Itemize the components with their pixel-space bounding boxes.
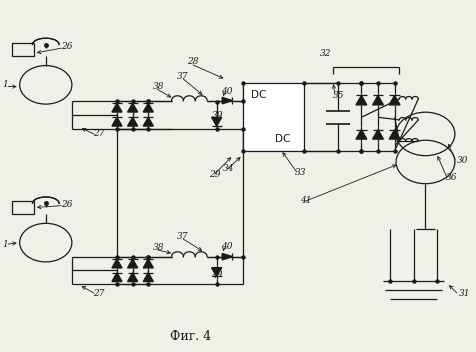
Bar (11, 201, 34, 214)
Polygon shape (128, 117, 138, 126)
Polygon shape (128, 259, 138, 268)
Polygon shape (112, 117, 122, 126)
Polygon shape (143, 103, 153, 112)
Polygon shape (222, 98, 232, 104)
Text: 39: 39 (212, 270, 224, 279)
Polygon shape (212, 117, 222, 126)
Polygon shape (143, 273, 153, 282)
Bar (11, 43, 34, 56)
Text: 39: 39 (212, 111, 224, 120)
Text: 32: 32 (319, 49, 331, 58)
Text: 41: 41 (300, 196, 311, 205)
Text: 34: 34 (223, 164, 234, 174)
Text: 36: 36 (446, 173, 457, 182)
Text: 29: 29 (209, 170, 221, 179)
Text: 38: 38 (153, 243, 164, 252)
Text: 26: 26 (61, 200, 72, 208)
Polygon shape (356, 130, 367, 139)
Polygon shape (373, 95, 384, 105)
Text: 1: 1 (2, 240, 8, 249)
Text: DC: DC (251, 90, 267, 100)
Bar (243, 83, 305, 151)
Text: 27: 27 (93, 289, 105, 298)
Polygon shape (356, 95, 367, 105)
Polygon shape (143, 117, 153, 126)
Polygon shape (128, 273, 138, 282)
Text: 1: 1 (2, 80, 8, 89)
Text: 28: 28 (187, 57, 198, 66)
Text: 26: 26 (61, 42, 72, 51)
Polygon shape (112, 259, 122, 268)
Text: 27: 27 (93, 130, 105, 138)
Polygon shape (389, 130, 400, 139)
Text: 38: 38 (153, 82, 164, 91)
Text: DC: DC (275, 134, 290, 144)
Polygon shape (373, 130, 384, 139)
Polygon shape (212, 268, 222, 276)
Text: 37: 37 (177, 71, 189, 81)
Polygon shape (389, 95, 400, 105)
Text: 30: 30 (457, 156, 469, 165)
Text: 31: 31 (459, 289, 470, 298)
Text: 40: 40 (221, 241, 233, 251)
Text: 37: 37 (177, 232, 189, 241)
Text: Фиг. 4: Фиг. 4 (170, 329, 211, 342)
Text: 35: 35 (333, 91, 345, 100)
Polygon shape (128, 103, 138, 112)
Polygon shape (112, 273, 122, 282)
Polygon shape (222, 253, 232, 260)
Polygon shape (112, 103, 122, 112)
Text: 40: 40 (221, 87, 233, 96)
Polygon shape (143, 259, 153, 268)
Text: 33: 33 (295, 168, 307, 177)
